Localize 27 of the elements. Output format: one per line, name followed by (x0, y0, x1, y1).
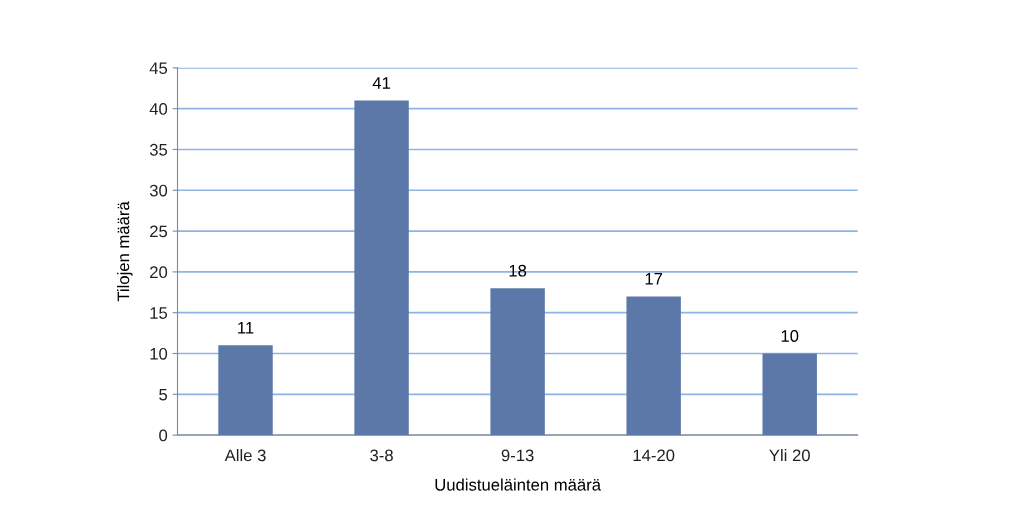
y-tick-label: 40 (149, 103, 168, 115)
bar (490, 288, 545, 436)
bar (218, 345, 273, 436)
x-tick-label: Alle 3 (224, 449, 266, 462)
bar (354, 100, 409, 436)
y-tick-label: 25 (150, 225, 168, 238)
data-label: 17 (645, 273, 663, 285)
y-tick-label: 30 (149, 184, 168, 197)
y-tick-label: 15 (150, 307, 168, 319)
y-axis-title: Tilojen määrä (117, 201, 133, 302)
y-tick-label: 35 (149, 143, 168, 156)
data-label: 18 (509, 264, 527, 277)
bar (762, 353, 817, 436)
y-tick-label: 10 (150, 347, 168, 360)
y-tick-label: 45 (149, 62, 168, 75)
x-tick-label: 9-13 (501, 449, 534, 462)
x-tick-label: Yli 20 (769, 449, 810, 462)
data-label: 10 (781, 330, 799, 342)
x-axis-title: Uudistueläinten määrä (435, 478, 601, 491)
data-label: 41 (372, 77, 391, 89)
y-tick-label: 20 (150, 266, 168, 279)
data-label: 11 (238, 322, 254, 334)
x-tick-label: 3-8 (370, 449, 393, 462)
bar (626, 296, 681, 436)
y-tick-label: 5 (159, 388, 168, 401)
x-tick-label: 14-20 (633, 449, 675, 462)
y-tick-label: 0 (159, 429, 168, 442)
